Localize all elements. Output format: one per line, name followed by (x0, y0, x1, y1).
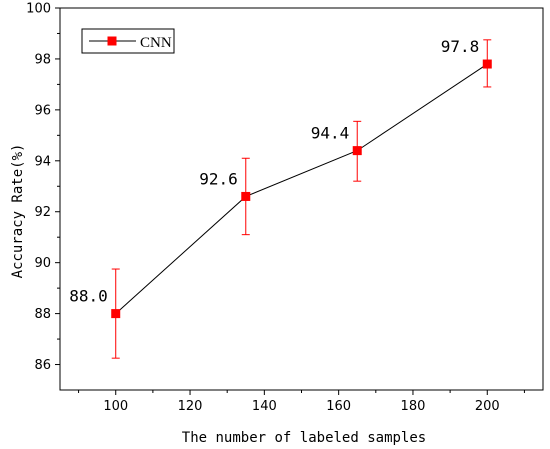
data-point-marker (111, 309, 121, 319)
data-label: 88.0 (69, 287, 108, 306)
data-label: 94.4 (311, 124, 350, 143)
y-axis-title: Accuracy Rate(%) (10, 144, 26, 279)
data-point-marker (241, 191, 251, 201)
x-axis-title: The number of labeled samples (182, 430, 426, 446)
legend-marker (107, 36, 117, 46)
y-tick-label: 98 (34, 52, 51, 67)
x-tick-label: 200 (475, 399, 500, 414)
y-tick-label: 100 (26, 2, 51, 17)
x-tick-label: 100 (103, 399, 128, 414)
y-tick-label: 94 (34, 154, 51, 169)
y-tick-label: 86 (34, 358, 51, 373)
y-tick-label: 92 (34, 205, 51, 220)
plot-frame (59, 7, 544, 391)
series-line (115, 63, 488, 314)
legend-label: CNN (140, 35, 172, 51)
data-label: 92.6 (199, 169, 238, 188)
x-tick-label: 140 (252, 399, 277, 414)
plot-area: 100 120 140 160 180 200 86 88 90 92 94 96 98 100 88.0 9… (26, 2, 544, 414)
y-tick-label: 90 (34, 256, 51, 271)
x-tick-label: 120 (178, 399, 203, 414)
data-point-marker (482, 59, 492, 69)
legend: CNN (81, 28, 175, 54)
x-tick-label: 160 (326, 399, 351, 414)
y-tick-label: 96 (34, 103, 51, 118)
x-tick-label: 180 (401, 399, 426, 414)
y-tick-label: 88 (34, 307, 51, 322)
data-point-marker (352, 146, 362, 156)
data-label: 97.8 (441, 37, 480, 56)
